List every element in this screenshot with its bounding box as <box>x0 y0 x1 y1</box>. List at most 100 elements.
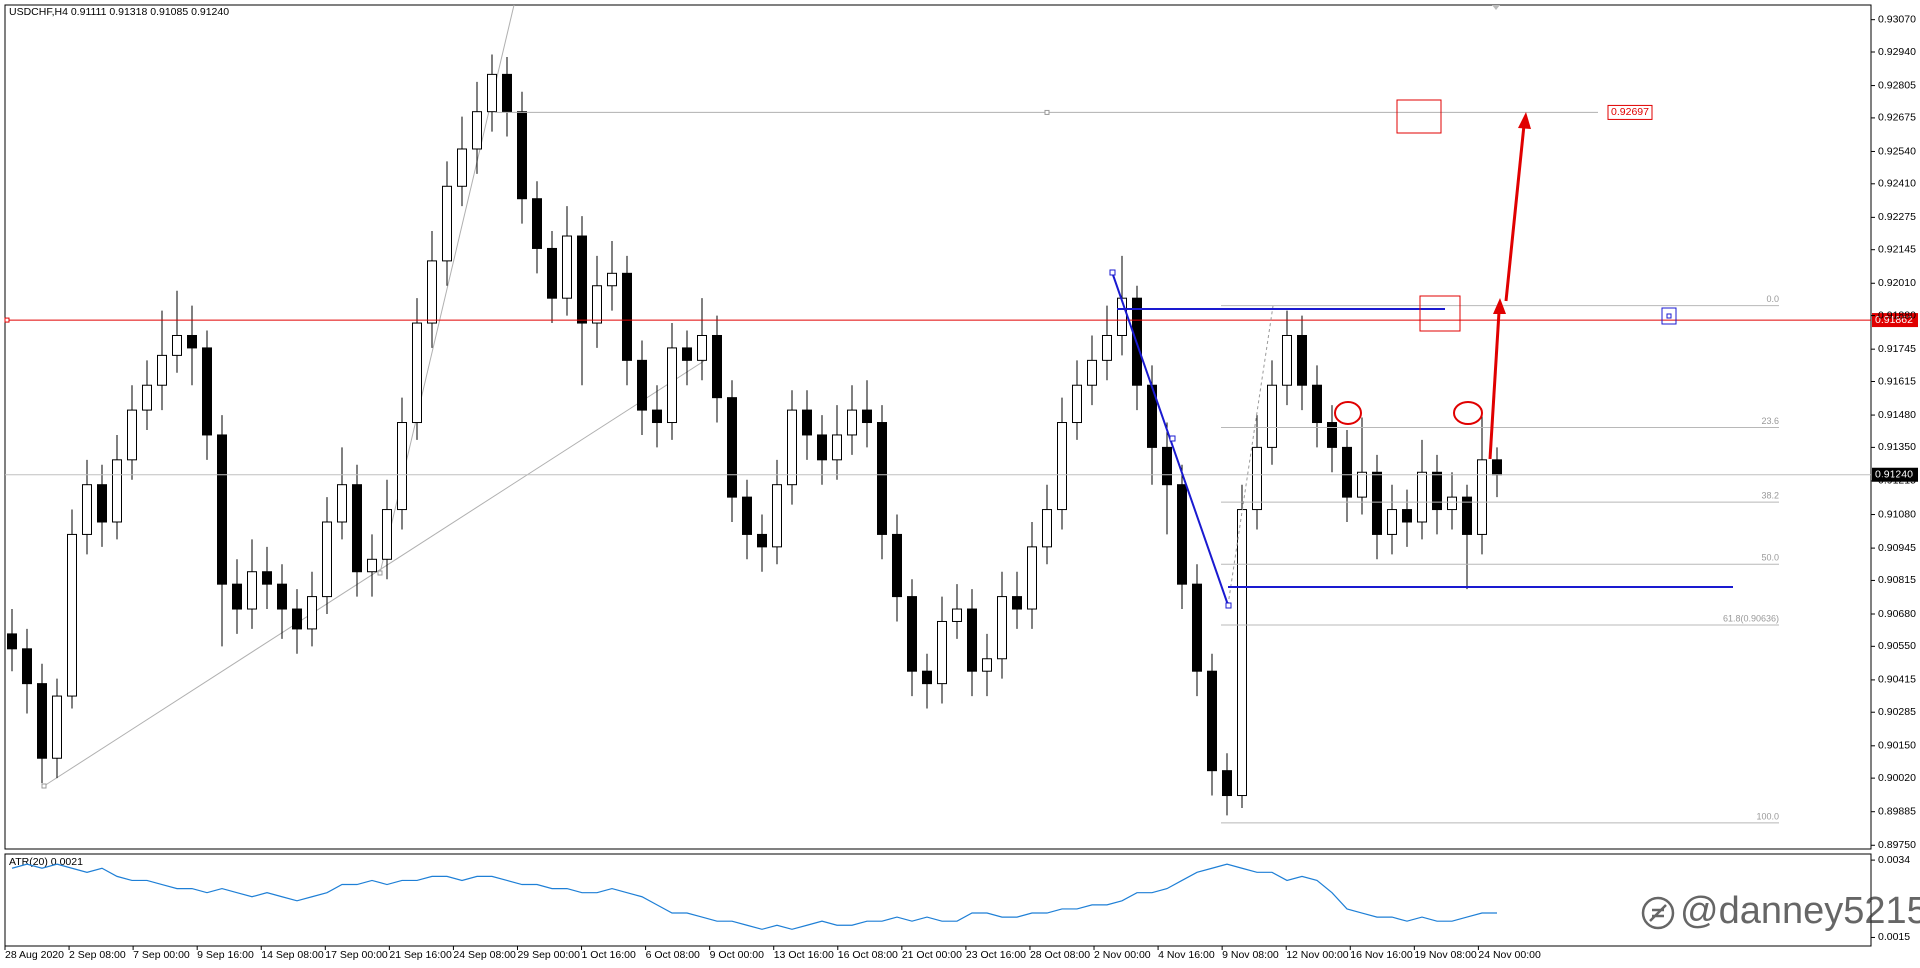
blue-marker <box>1661 307 1677 325</box>
candle-body <box>457 148 467 187</box>
candle-body <box>532 198 542 249</box>
x-tick-label: 13 Oct 16:00 <box>774 949 834 961</box>
x-tick-label: 6 Oct 08:00 <box>646 949 700 961</box>
x-tick-label: 4 Nov 16:00 <box>1158 949 1215 961</box>
blue-marker-dot <box>1666 313 1672 319</box>
y-tick-label: 0.92410 <box>1878 178 1916 190</box>
candle-body <box>1387 509 1397 535</box>
y-tick-label: 0.92675 <box>1878 112 1916 124</box>
candle-body <box>1207 670 1217 772</box>
candle-body <box>547 247 557 299</box>
candles <box>7 54 1502 816</box>
x-tick-label: 9 Sep 16:00 <box>197 949 254 961</box>
candle-body <box>937 620 947 685</box>
candle-body <box>1162 446 1172 486</box>
candle-body <box>1192 583 1202 672</box>
x-tick-label: 19 Nov 08:00 <box>1414 949 1477 961</box>
candle-body <box>772 484 782 548</box>
candle-body <box>1297 334 1307 386</box>
candle-body <box>1012 596 1022 610</box>
candle-body <box>1117 297 1127 336</box>
y-tick-label: 0.91745 <box>1878 343 1916 355</box>
candle-body <box>652 409 662 424</box>
x-tick-label: 1 Oct 16:00 <box>582 949 636 961</box>
fib-label: 50.0 <box>1761 553 1779 563</box>
candle-body <box>637 359 647 411</box>
chart-title: USDCHF,H4 0.91111 0.91318 0.91085 0.9124… <box>9 6 229 18</box>
indicator-pane <box>4 853 1872 947</box>
candle-body <box>1372 471 1382 535</box>
candle-body <box>1342 446 1352 498</box>
candle-body <box>277 583 287 610</box>
x-tick-label: 29 Sep 00:00 <box>517 949 580 961</box>
candle-body <box>727 397 737 498</box>
y-tick-label: 0.90945 <box>1878 542 1916 554</box>
candle-body <box>1102 334 1112 361</box>
y-tick-label: 0.92010 <box>1878 277 1916 289</box>
x-tick-label: 16 Oct 08:00 <box>838 949 898 961</box>
candle-body <box>82 484 92 535</box>
candle-body <box>817 434 827 461</box>
x-tick-label: 28 Oct 08:00 <box>1030 949 1090 961</box>
y-tick-label: 0.90150 <box>1878 740 1916 752</box>
x-tick-label: 24 Nov 00:00 <box>1478 949 1541 961</box>
y-tick-label: 0.92275 <box>1878 211 1916 223</box>
candle-body <box>7 633 17 650</box>
trendline <box>43 360 705 787</box>
atr-line <box>11 863 1497 930</box>
candle-body <box>1267 384 1277 448</box>
candle-body <box>247 571 257 610</box>
fib-label: 0.0 <box>1766 294 1779 304</box>
candle-body <box>67 533 77 697</box>
x-tick-label: 14 Sep 08:00 <box>261 949 324 961</box>
candle-body <box>382 509 392 560</box>
candle-body <box>217 434 227 585</box>
candle-body <box>112 459 122 523</box>
y-tick-label: 0.91215 <box>1878 475 1916 487</box>
candle-body <box>1237 509 1247 797</box>
candle-body <box>412 322 422 424</box>
red-circle <box>1334 401 1362 425</box>
candle-body <box>832 434 842 461</box>
fib-label: 61.8(0.90636) <box>1723 613 1779 623</box>
y-tick-label: 0.89750 <box>1878 839 1916 851</box>
y-tick-label: 0.93070 <box>1878 13 1916 25</box>
candle-body <box>922 670 932 685</box>
x-tick-label: 9 Nov 08:00 <box>1222 949 1279 961</box>
fib-base <box>1227 305 1274 606</box>
anchor <box>1169 435 1176 442</box>
x-tick-label: 7 Sep 00:00 <box>133 949 190 961</box>
candle-body <box>1027 546 1037 610</box>
y-tick-label: 0.91080 <box>1878 508 1916 520</box>
candle-body <box>892 533 902 598</box>
candle-body <box>1282 334 1292 386</box>
candle-body <box>187 334 197 349</box>
candle-body <box>862 409 872 424</box>
x-tick-label: 12 Nov 00:00 <box>1286 949 1349 961</box>
candle-body <box>127 409 137 461</box>
x-tick-label: 9 Oct 00:00 <box>710 949 764 961</box>
candle-body <box>1222 770 1232 797</box>
overlay: 0.0 23.6 38.2 50.0 61.8(0.90636) 100.0 0.92697… <box>4 104 1918 824</box>
x-tick-label: 17 Sep 00:00 <box>325 949 388 961</box>
candle-body <box>712 334 722 399</box>
candle-body <box>952 608 962 622</box>
red-arrow-head <box>1493 298 1506 314</box>
candle-body <box>742 496 752 535</box>
candle-body <box>1357 471 1367 498</box>
candle-body <box>172 334 182 356</box>
candle-body <box>1492 459 1502 476</box>
watermark: @danney5215 <box>1641 890 1920 932</box>
candle-body <box>397 422 407 511</box>
candle-body <box>682 347 692 361</box>
y-tick-label: 0.91480 <box>1878 409 1916 421</box>
y-tick-label: 0.89885 <box>1878 805 1916 817</box>
y-tick-label: 0.91615 <box>1878 375 1916 387</box>
candle-body <box>487 73 497 113</box>
candle-body <box>1462 496 1472 535</box>
candle-body <box>1057 422 1067 511</box>
y-tick-label: 0.91880 <box>1878 309 1916 321</box>
watermark-icon <box>1641 896 1675 930</box>
